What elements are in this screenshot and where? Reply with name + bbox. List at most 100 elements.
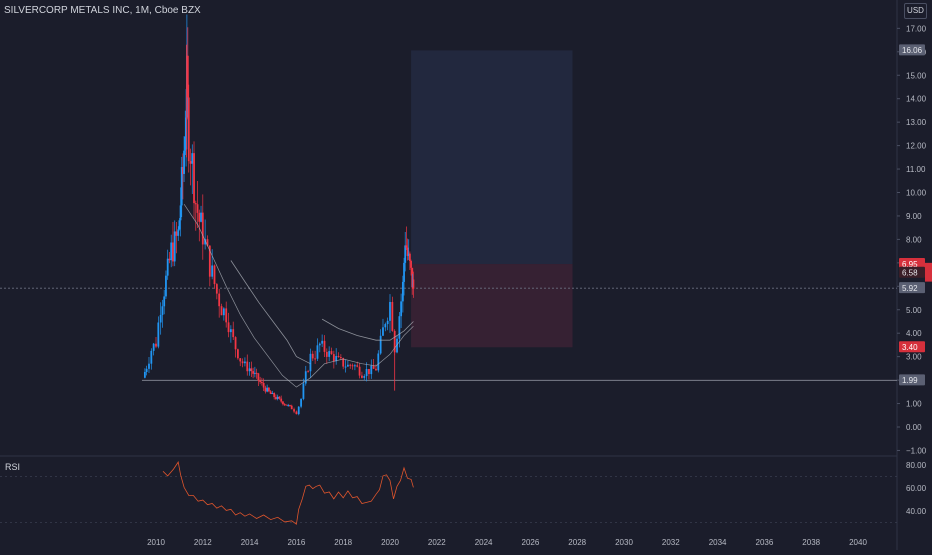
candle-body [225,308,228,323]
candle-body [200,212,202,222]
candle-body [201,212,204,245]
price-tick-label: −1.00 [906,446,927,455]
price-tick-label: 15.00 [906,71,927,80]
candle-body [377,353,380,371]
candle-body [295,411,298,415]
candle-body [148,363,150,369]
candle-body [232,329,235,338]
candle-body [316,345,319,359]
price-marker-label: 16.06 [902,46,923,55]
candle-body [259,380,262,383]
candle-body [183,150,185,174]
candle-body [386,320,389,325]
time-tick-label: 2028 [568,538,586,547]
candle-body [361,375,363,378]
candle-body [398,316,401,339]
candle-body [282,401,284,405]
time-tick-label: 2012 [194,538,212,547]
candle-body [368,368,370,375]
price-tick-label: 11.00 [906,165,926,174]
time-tick-label: 2014 [241,538,259,547]
candle-body [257,373,260,381]
candle-body [215,284,218,294]
candle-body [363,376,366,378]
candle-body [323,340,326,352]
price-tick-label: 4.00 [906,329,922,338]
rsi-tick-label: 40.00 [906,507,927,516]
candle-body [289,405,291,407]
candle-body [170,242,173,261]
rsi-tick-label: 60.00 [906,484,927,493]
candle-body [189,161,192,164]
candle-body [172,242,174,262]
candle-body [370,365,373,375]
candle-body [229,329,232,333]
candle-body [321,340,324,344]
candle-body [337,355,340,358]
candle-body [276,396,279,400]
price-tick-label: 0.00 [906,423,922,432]
candle-body [166,258,169,276]
candle-body [266,387,269,392]
candle-body [161,306,164,315]
candle-body [252,371,255,374]
candle-body [253,372,256,374]
candle-body [351,365,354,367]
candle-body [255,372,258,374]
candle-body [145,368,148,372]
candle-body [194,203,197,205]
candle-body [187,97,190,162]
candle-body [403,262,405,282]
time-tick-label: 2030 [615,538,633,547]
candle-body [159,314,162,323]
candle-body [269,391,272,395]
ma-slow-line [321,318,414,341]
time-tick-label: 2020 [381,538,399,547]
candle-body [260,382,263,384]
candle-body [177,229,180,236]
candle-body [290,405,293,410]
candle-body [396,338,398,353]
candle-body [234,337,237,350]
candle-body [220,306,223,316]
candle-body [204,239,207,245]
candle-body [365,368,368,377]
candle-body [304,371,307,384]
candle-body [275,397,277,400]
candle-body [300,398,302,407]
rsi-pane-label: RSI [5,462,21,472]
price-tick-label: 17.00 [906,24,927,33]
candle-body [401,281,404,302]
candle-body [186,55,189,98]
candle-body [411,267,414,288]
candle-body [349,364,352,366]
candle-body [227,322,230,333]
candle-body [168,258,171,261]
ma-slow-line [230,260,311,365]
candle-body [339,357,342,359]
candle-body [314,358,317,360]
currency-button[interactable]: USD [904,3,927,19]
candle-body [311,353,314,359]
candle-body [285,404,288,406]
candle-body [393,330,396,353]
candle-body [384,324,387,328]
price-tick-label: 1.00 [906,400,922,409]
price-marker-badge [899,266,925,278]
price-tick-label: 3.00 [906,353,922,362]
rsi-tick-label: 80.00 [906,461,927,470]
candle-body [239,358,242,362]
candle-body [185,55,188,118]
candle-body [406,247,409,256]
candle-body [408,253,411,261]
candle-body [196,204,199,213]
time-tick-label: 2018 [334,538,352,547]
candle-body [412,279,415,289]
candle-body [391,301,394,331]
candle-body [155,343,157,347]
candle-body [346,364,349,367]
candle-body [143,371,146,378]
candle-body [244,361,246,364]
